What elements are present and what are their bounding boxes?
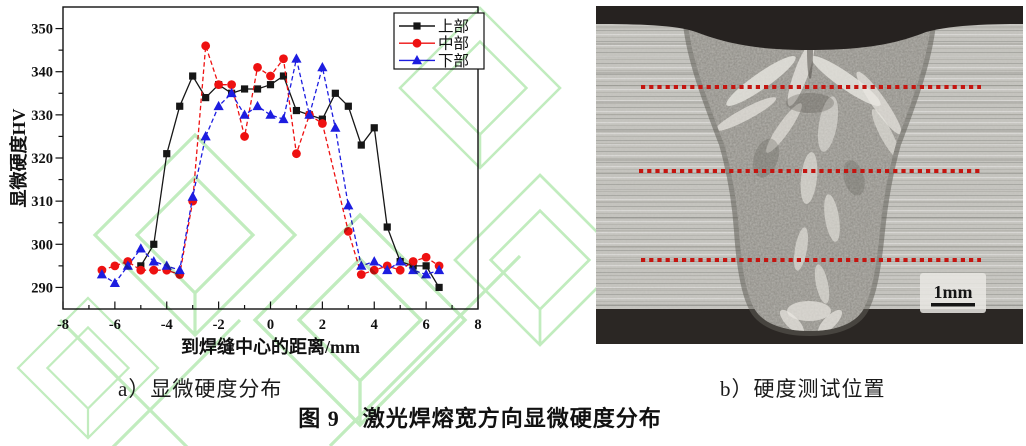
svg-text:350: 350 [31, 22, 53, 38]
svg-text:8: 8 [474, 317, 481, 333]
svg-text:330: 330 [31, 108, 53, 124]
hardness-line-chart: -8 -6 -4 -2 0 2 4 6 8 290 300 310 320 330 340 350 到焊缝中心的… [8, 6, 485, 357]
caption-b: b）硬度测试位置 [720, 377, 886, 401]
svg-text:6: 6 [423, 317, 430, 333]
svg-text:310: 310 [31, 194, 53, 210]
svg-text:-4: -4 [161, 317, 173, 333]
scale-bar-label: 1mm [934, 282, 973, 302]
weld-micrograph-image: 1mm [596, 6, 1023, 344]
svg-text:340: 340 [31, 65, 53, 81]
weld-fusion-zone [596, 6, 1023, 344]
svg-text:-8: -8 [57, 317, 69, 333]
svg-text:-2: -2 [213, 317, 225, 333]
dendrite-streaks [715, 41, 902, 331]
figure-caption: 图 9 激光焊熔宽方向显微硬度分布 [298, 406, 662, 431]
caption-a: a）显微硬度分布 [118, 377, 283, 401]
scale-bar-line [931, 303, 975, 307]
svg-text:-6: -6 [109, 317, 121, 333]
scale-bar: 1mm [920, 273, 986, 313]
legend-label-中部: 中部 [438, 35, 469, 53]
series-中部 [97, 41, 444, 279]
svg-text:290: 290 [31, 280, 53, 296]
svg-text:320: 320 [31, 151, 53, 167]
svg-text:4: 4 [371, 317, 378, 333]
legend-label-下部: 下部 [438, 52, 469, 70]
legend-label-上部: 上部 [438, 18, 469, 36]
weld-micrograph: 1mm [596, 6, 1023, 344]
top-edge-band [596, 6, 1023, 50]
svg-text:300: 300 [31, 237, 53, 253]
svg-text:0: 0 [267, 317, 274, 333]
svg-text:2: 2 [319, 317, 326, 333]
dark-patches [753, 24, 865, 196]
x-axis-title: 到焊缝中心的距离/mm [181, 336, 360, 357]
hardness-chart-panel: -8 -6 -4 -2 0 2 4 6 8 290 300 310 320 330 340 350 到焊缝中心的… [6, 0, 546, 372]
y-axis-title: 显微硬度HV [8, 108, 29, 207]
